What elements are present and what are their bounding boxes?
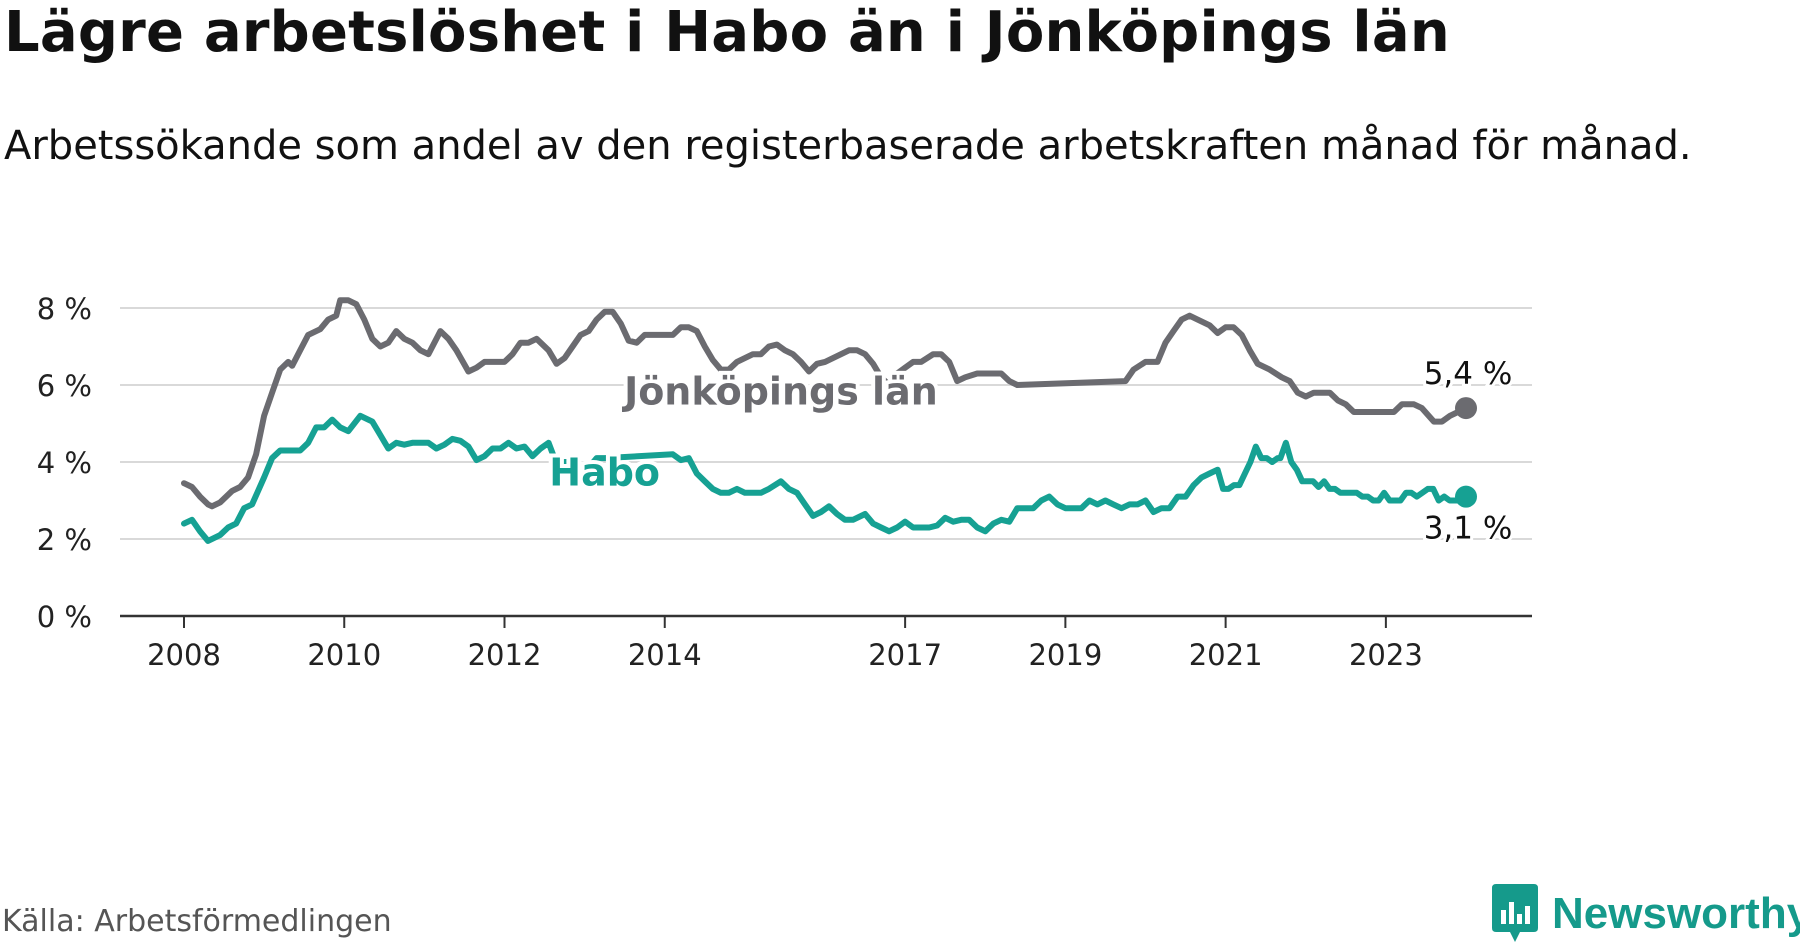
y-tick-label: 8 % bbox=[37, 292, 92, 326]
x-tick-label: 2008 bbox=[147, 638, 221, 672]
y-tick-label: 6 % bbox=[37, 369, 92, 403]
axes: 0 % 2 % 4 % 6 % 8 % 2008 2010 2012 2014 2017 2019 2… bbox=[37, 292, 1532, 672]
series-name-label: Jönköpings län bbox=[621, 370, 938, 414]
x-tick-label: 2010 bbox=[307, 638, 381, 672]
x-tick-label: 2019 bbox=[1028, 638, 1102, 672]
y-tick-label: 2 % bbox=[37, 523, 92, 557]
series-name-label: Habo bbox=[549, 451, 660, 495]
brand-name: Newsworthy bbox=[1552, 889, 1800, 938]
x-tick-label: 2023 bbox=[1349, 638, 1423, 672]
end-point-jonkoping bbox=[1455, 397, 1477, 420]
end-value-label: 5,4 % bbox=[1424, 356, 1513, 392]
chart-title: Lägre arbetslöshet i Habo än i Jönköping… bbox=[4, 0, 1450, 65]
y-tick-label: 4 % bbox=[37, 446, 92, 480]
y-tick-label: 0 % bbox=[37, 600, 92, 634]
source-note: Källa: Arbetsförmedlingen bbox=[2, 904, 392, 939]
newsworthy-icon bbox=[1492, 884, 1538, 942]
x-tick-label: 2012 bbox=[468, 638, 542, 672]
series-line-jonkoping bbox=[181, 297, 1469, 510]
x-tick-label: 2014 bbox=[628, 638, 702, 672]
chart-subtitle: Arbetssökande som andel av den registerb… bbox=[4, 123, 1692, 169]
x-tick-label: 2021 bbox=[1189, 638, 1263, 672]
series bbox=[181, 297, 1477, 544]
x-tick-label: 2017 bbox=[868, 638, 942, 672]
brand-logo[interactable]: Newsworthy bbox=[1490, 884, 1800, 944]
series-line-habo bbox=[181, 412, 1469, 544]
end-value-label: 3,1 % bbox=[1424, 511, 1513, 547]
end-point-habo bbox=[1455, 485, 1477, 508]
series-labels: 5,4 % Jönköpings län 3,1 % Habo bbox=[545, 353, 1515, 550]
